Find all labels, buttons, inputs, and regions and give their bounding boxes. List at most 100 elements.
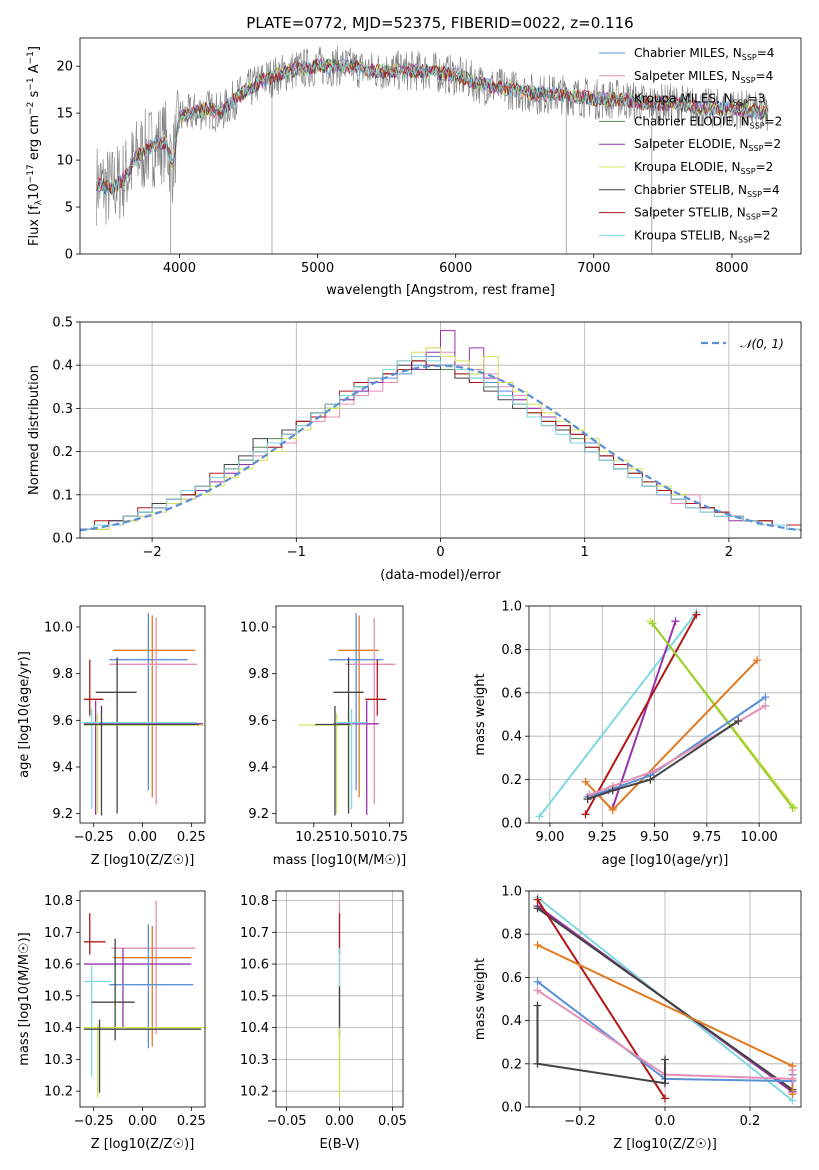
weight-point-marker bbox=[661, 1055, 669, 1064]
x-tick-label: 0.00 bbox=[128, 830, 157, 845]
legend-label-rest: =2 bbox=[753, 228, 771, 242]
x-tick-label: 0.25 bbox=[177, 1114, 206, 1129]
x-axis-label: wavelength [Angstrom, rest frame] bbox=[326, 283, 555, 298]
residual-histogram-panel: −2 −1 0 1 2 0.0 0.1 0.2 0.3 0.4 0.5 (data-model)/er… bbox=[27, 316, 802, 583]
y-axis-label: Normed distribution bbox=[27, 365, 42, 495]
y-tick-label: 0.4 bbox=[501, 730, 522, 745]
legend-label-sub: SSP bbox=[746, 213, 761, 222]
x-axis-label: E(B-V) bbox=[319, 1137, 359, 1152]
weight-point-marker bbox=[734, 717, 743, 726]
y-tick-label: 20 bbox=[56, 60, 73, 75]
y-axis-label-part: 10 bbox=[27, 183, 42, 200]
y-tick-label: 9.6 bbox=[248, 714, 269, 729]
x-tick-label: 7000 bbox=[577, 261, 610, 276]
weight-point-marker bbox=[581, 810, 590, 819]
weight-point-marker bbox=[788, 1066, 797, 1075]
y-tick-label: 9.4 bbox=[52, 761, 73, 776]
weight-series-line bbox=[611, 620, 677, 809]
legend-label-sub: SSP bbox=[738, 235, 753, 244]
x-axis-label: Z [log10(Z/Z☉)] bbox=[91, 853, 195, 868]
mass-weight-vs-metallicity-panel: −0.2 0.0 0.2 0.0 0.2 0.4 0.6 0.8 1.0 Z [log10(Z/Z… bbox=[473, 885, 802, 1152]
y-tick-label: 0.4 bbox=[52, 359, 73, 374]
figure-title: PLATE=0772, MJD=52375, FIBERID=0022, z=0… bbox=[246, 14, 633, 32]
weight-point-marker bbox=[533, 1001, 542, 1010]
weight-series-line bbox=[651, 622, 794, 809]
mass-vs-extinction-panel: −0.05 0.00 0.05 10.2 10.3 10.4 10.5 10.6 10.7 10.… bbox=[240, 890, 407, 1152]
x-tick-label: 10.75 bbox=[371, 830, 408, 845]
weight-point-marker bbox=[533, 986, 542, 995]
weight-point-marker bbox=[788, 1074, 797, 1083]
legend-label-sub: SSP bbox=[747, 190, 762, 199]
weight-point-marker bbox=[608, 786, 617, 795]
legend-label-rest: =3 bbox=[748, 92, 766, 106]
y-tick-label: 10.2 bbox=[44, 1085, 73, 1100]
x-axis-label: mass [log10(M/M☉)] bbox=[273, 853, 406, 868]
y-tick-label: 10.8 bbox=[240, 894, 269, 909]
y-tick-label: 5 bbox=[65, 201, 73, 216]
legend-label-rest: =2 bbox=[765, 114, 783, 128]
y-tick-label: 10.7 bbox=[44, 926, 73, 941]
mass-vs-metallicity-panel: −0.25 0.00 0.25 10.2 10.3 10.4 10.5 10.6 10.7 10.… bbox=[17, 890, 206, 1152]
y-tick-label: 10.8 bbox=[44, 894, 73, 909]
y-tick-label: 0.5 bbox=[52, 316, 73, 331]
legend-label-base: Salpeter ELODIE, N bbox=[634, 137, 748, 151]
x-tick-label: 9.50 bbox=[640, 830, 669, 845]
weight-point-marker bbox=[608, 805, 617, 814]
legend-label-base: Kroupa STELIB, N bbox=[634, 228, 738, 242]
x-tick-label: 10.50 bbox=[333, 830, 370, 845]
legend-label-base: Chabrier ELODIE, N bbox=[634, 114, 750, 128]
weight-point-marker bbox=[661, 1094, 669, 1103]
y-tick-label: 0.0 bbox=[501, 1101, 522, 1116]
weight-point-marker bbox=[583, 795, 592, 804]
legend-label-rest: =4 bbox=[762, 183, 780, 197]
legend-label: Salpeter ELODIE, NSSP=2 bbox=[634, 137, 781, 153]
x-tick-label: 9.75 bbox=[692, 830, 721, 845]
y-tick-label: 0 bbox=[65, 248, 73, 263]
y-tick-label: 10.5 bbox=[240, 989, 269, 1004]
histogram-step-line bbox=[80, 356, 801, 530]
x-tick-label: 0.0 bbox=[655, 1114, 676, 1129]
weight-point-marker bbox=[533, 895, 542, 904]
y-axis-label-part: −2 bbox=[26, 102, 36, 115]
x-tick-label: 2 bbox=[725, 545, 733, 560]
y-tick-label: 10.6 bbox=[240, 958, 269, 973]
age-vs-mass-panel: 10.25 10.50 10.75 9.2 9.4 9.6 9.8 10.0 mass [log… bbox=[240, 605, 408, 868]
weight-series-line bbox=[587, 696, 766, 798]
weight-point-marker bbox=[761, 693, 770, 702]
legend-label-sub: SSP bbox=[733, 99, 748, 108]
x-axis-label: (data-model)/error bbox=[380, 568, 501, 583]
y-tick-label: 10 bbox=[56, 154, 73, 169]
legend-label: Chabrier MILES, NSSP=4 bbox=[634, 46, 774, 62]
x-axis-label: age [log10(age/yr)] bbox=[602, 853, 729, 868]
legend-label-rest: =4 bbox=[757, 46, 775, 60]
weight-series-line bbox=[536, 989, 794, 1080]
y-tick-label: 10.3 bbox=[240, 1053, 269, 1068]
y-tick-label: 1.0 bbox=[501, 600, 522, 615]
x-axis-label: Z [log10(Z/Z☉)] bbox=[613, 1137, 717, 1152]
y-axis-label: mass [log10(M/M☉)] bbox=[17, 932, 32, 1065]
y-tick-label: 15 bbox=[56, 107, 73, 122]
weight-point-marker bbox=[648, 619, 657, 628]
legend-label-rest: =2 bbox=[763, 137, 781, 151]
y-axis-label: mass weight bbox=[473, 958, 488, 1040]
weight-point-marker bbox=[581, 777, 590, 786]
x-tick-label: 1 bbox=[581, 545, 589, 560]
legend-label-sub: SSP bbox=[741, 167, 756, 176]
weight-point-marker bbox=[533, 941, 542, 949]
x-tick-label: 10.00 bbox=[741, 830, 778, 845]
y-tick-label: 10.4 bbox=[44, 1021, 73, 1036]
spectrum-panel: 4000 5000 6000 7000 8000 0 5 10 15 20 wavelength [… bbox=[26, 37, 802, 298]
axes-frame bbox=[275, 605, 404, 824]
y-axis-label-part: A bbox=[27, 64, 42, 77]
y-tick-label: 9.2 bbox=[52, 807, 73, 822]
weight-series-line bbox=[589, 704, 766, 796]
weight-point-marker bbox=[753, 656, 762, 665]
weight-point-marker bbox=[661, 1079, 669, 1088]
model-spectrum-line bbox=[96, 58, 769, 193]
x-tick-label: 0 bbox=[436, 545, 444, 560]
legend-label-base: Kroupa MILES, N bbox=[634, 92, 733, 106]
legend-label-rest: =2 bbox=[756, 160, 774, 174]
weight-series-line bbox=[536, 1005, 666, 1085]
legend-label: Kroupa STELIB, NSSP=2 bbox=[634, 228, 771, 244]
